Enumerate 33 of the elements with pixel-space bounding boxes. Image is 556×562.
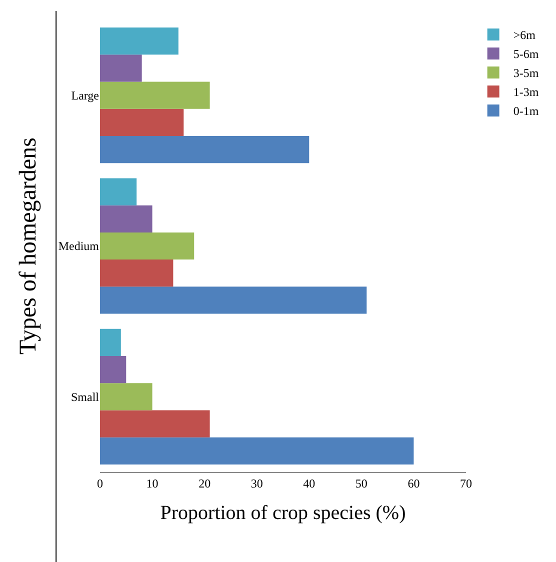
bar: [100, 205, 152, 232]
bar: [100, 383, 152, 410]
bar: [100, 286, 367, 314]
legend-label: 0-1m: [513, 104, 540, 118]
bar: [100, 410, 210, 438]
legend-label: 3-5m: [513, 66, 540, 80]
bar: [100, 260, 174, 287]
bar: [100, 178, 137, 206]
x-tick-label: 50: [355, 476, 368, 490]
bar: [100, 356, 126, 384]
y-tick-label: Small: [70, 390, 100, 404]
legend-label: 5-6m: [513, 47, 540, 62]
y-axis-title: Types of homegardens: [15, 138, 42, 354]
legend-label: >6m: [513, 28, 536, 42]
bar: [100, 232, 194, 260]
x-tick-label: 40: [303, 476, 316, 490]
bar: [100, 328, 121, 356]
y-tick-label: Large: [71, 88, 99, 103]
x-tick-label: 0: [97, 476, 103, 490]
x-tick-label: 30: [250, 476, 263, 490]
x-tick-label: 20: [198, 476, 211, 490]
bar: [100, 28, 178, 55]
legend-label: 1-3m: [513, 85, 540, 100]
bar: [100, 82, 210, 109]
y-tick-label: Medium: [58, 239, 100, 254]
bar: [100, 136, 310, 164]
bar: [100, 108, 184, 136]
bar: [100, 437, 414, 464]
x-tick-label: 60: [408, 476, 420, 490]
x-axis-title: Proportion of crop species (%): [160, 502, 406, 524]
x-tick-label: 70: [460, 476, 472, 490]
bar: [100, 54, 142, 82]
x-tick-label: 10: [146, 476, 158, 490]
